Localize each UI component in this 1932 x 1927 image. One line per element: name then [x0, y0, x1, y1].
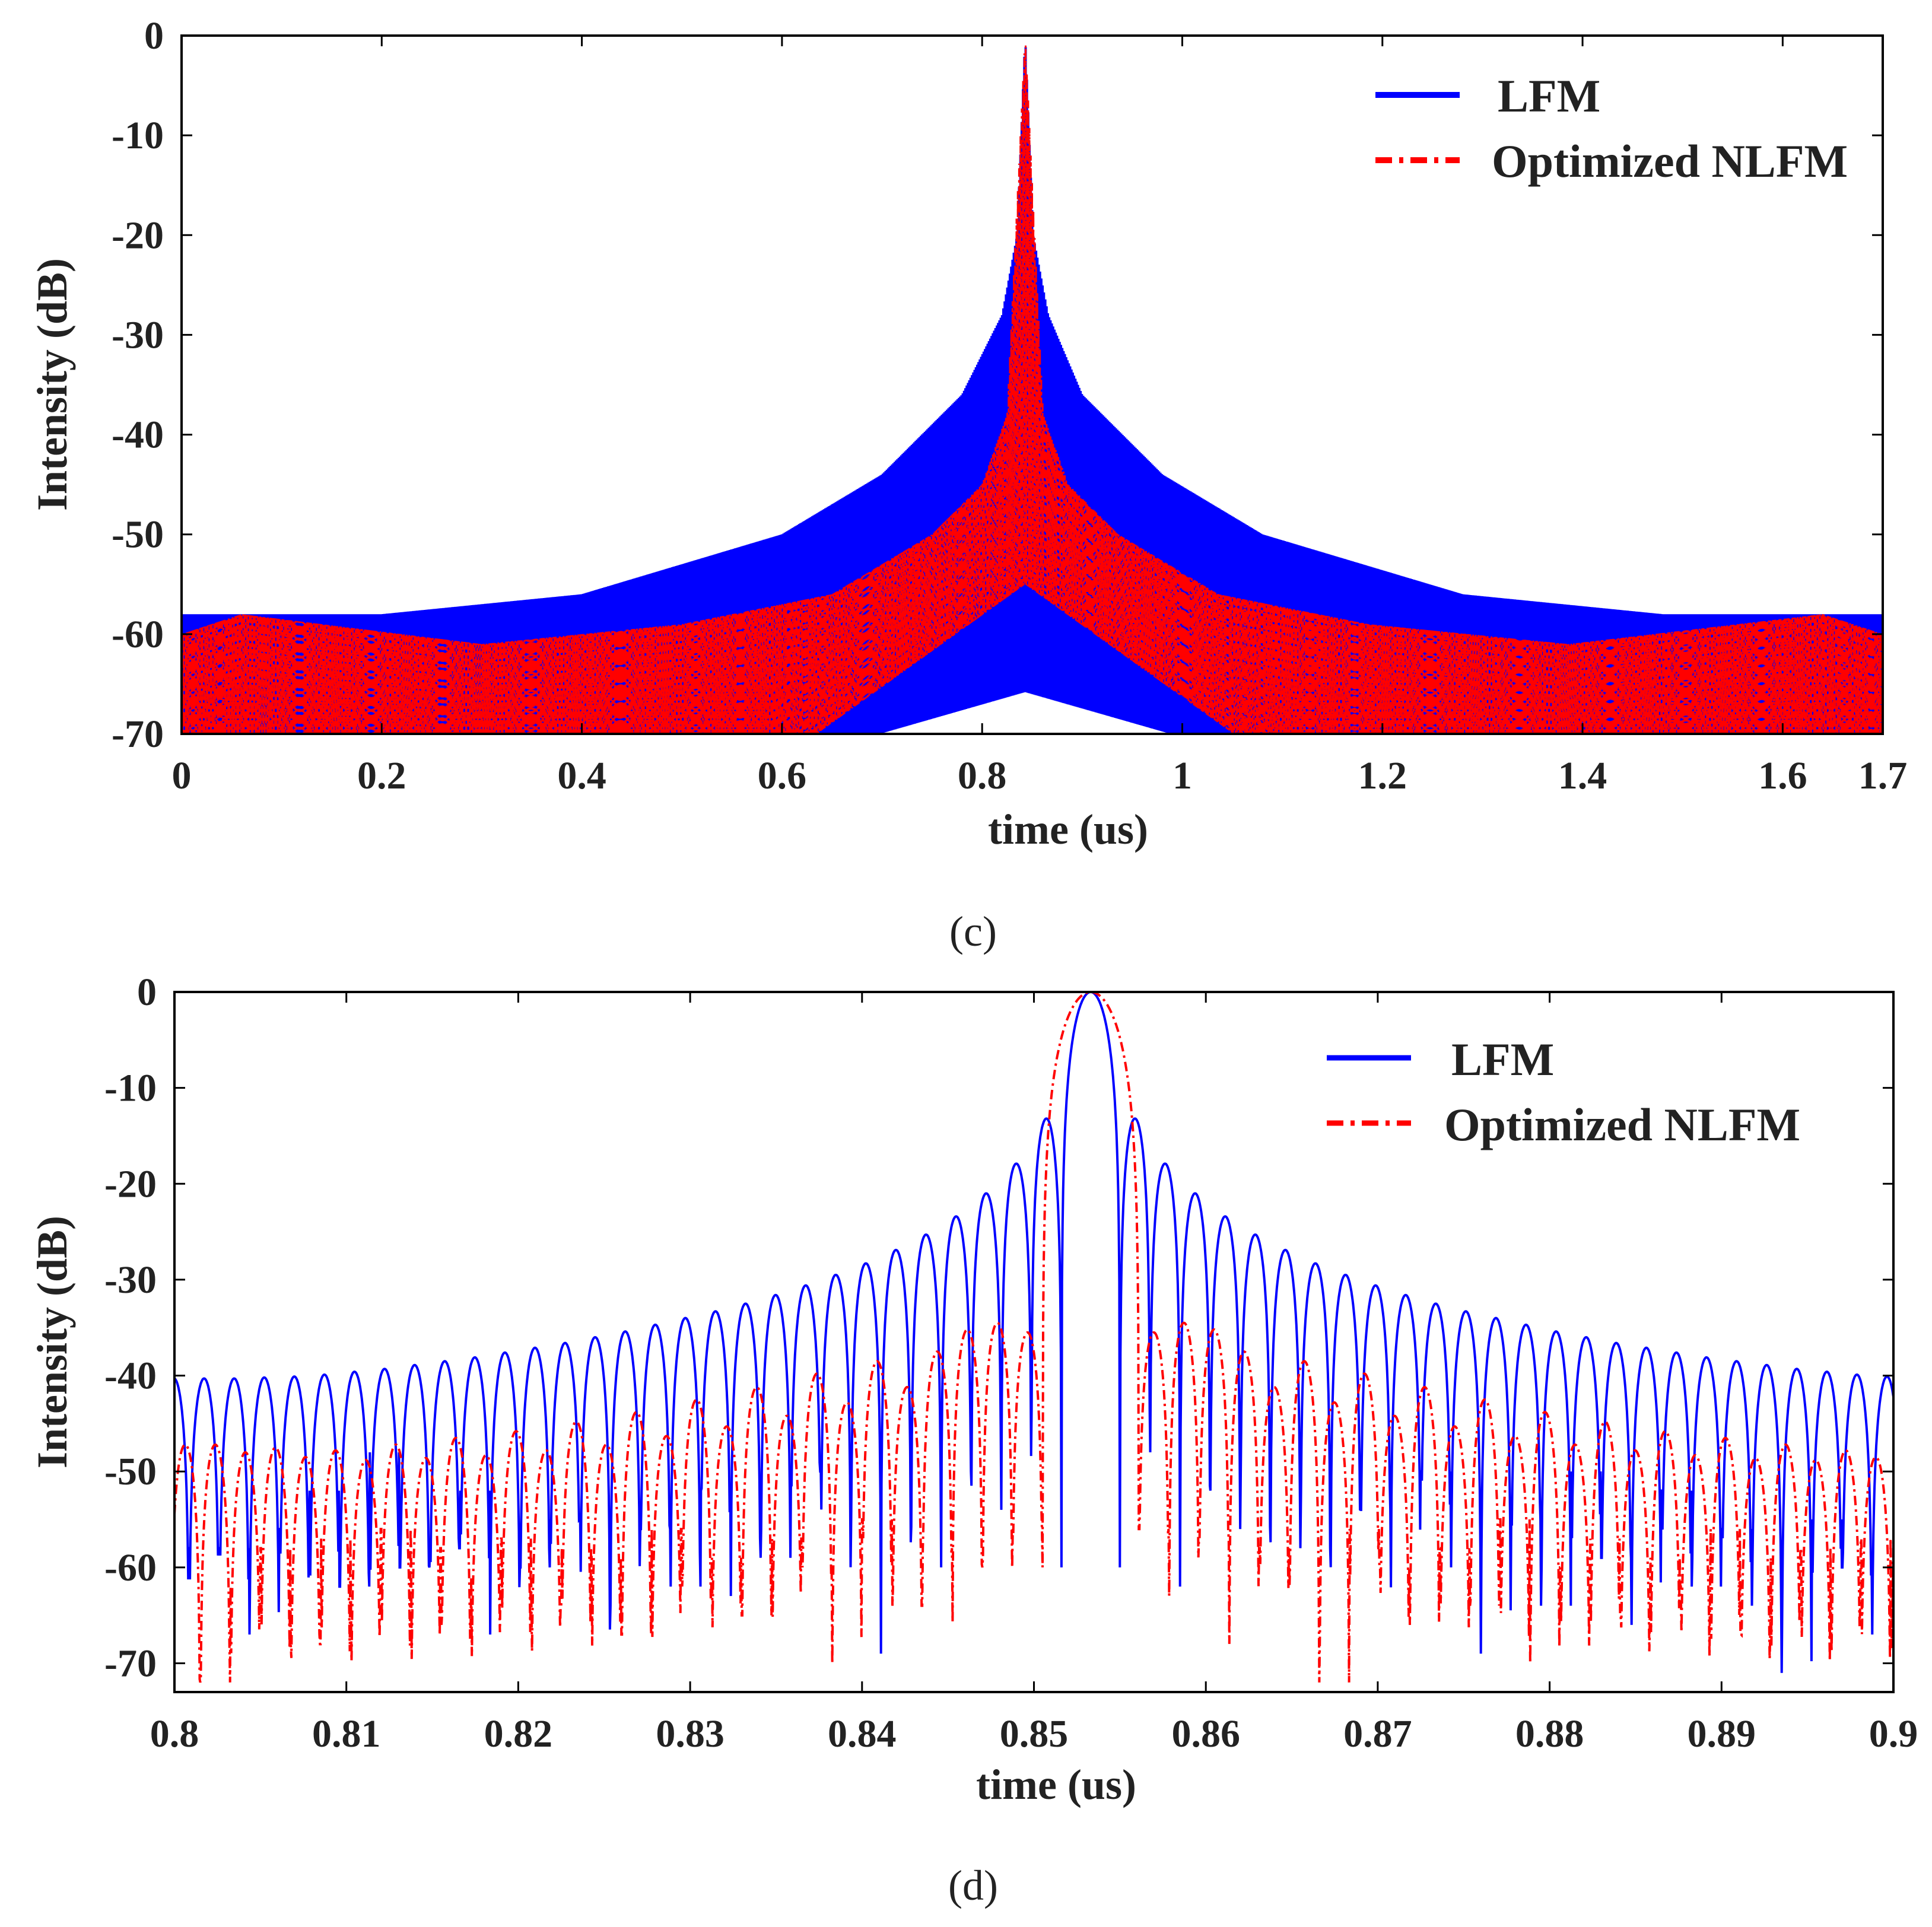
panel-d-ytick-label: -40	[104, 1354, 157, 1398]
panel-d-series-lfm	[174, 992, 1893, 1673]
panel-c-xtick-label: 1.2	[1358, 754, 1407, 797]
panel-d-series-nlfm	[174, 992, 1893, 1683]
panel-d-ytick-label: 0	[137, 971, 157, 1014]
panel-c-xtick-label: 1	[1172, 754, 1192, 797]
panel-d-ytick-label: -10	[104, 1067, 157, 1110]
panel-d-xtick-label: 0.88	[1515, 1712, 1584, 1756]
panel-c-ytick-label: -20	[112, 214, 164, 257]
panel-d-ytick-label: -30	[104, 1258, 157, 1302]
panel-d-xtick-label: 0.85	[1000, 1712, 1069, 1756]
panel-c-ytick-label: -50	[112, 513, 164, 557]
panel-c-legend-lfm-label: LFM	[1498, 70, 1600, 122]
panel-c-caption: (c)	[949, 908, 997, 955]
panel-c-ytick-label: -10	[112, 114, 164, 157]
panel-d-legend: LFM Optimized NLFM	[1327, 1034, 1800, 1150]
panel-c-xtick-label: 0.8	[958, 754, 1007, 797]
panel-d-ytick-label: -70	[104, 1642, 157, 1686]
panel-c-axes-frame	[180, 34, 1884, 735]
panel-c: 0 0.2 0.4 0.6 0.8 1 1.2 1.4 1.6 1.7 0 -10 -20 -30 -40 -…	[28, 14, 1907, 955]
panel-d-xtick-label: 0.89	[1688, 1712, 1756, 1756]
panel-c-xlabel: time (us)	[988, 806, 1148, 853]
panel-d-ytick-label: -20	[104, 1162, 157, 1206]
panel-c-xtick-label: 1.7	[1858, 754, 1908, 797]
panel-d-xtick-label: 0.84	[828, 1712, 897, 1756]
panel-c-ytick-label: -40	[112, 414, 164, 457]
panel-c-xtick-label: 0.2	[357, 754, 406, 797]
panel-d-ticks: 0.8 0.81 0.82 0.83 0.84 0.85 0.86 0.87 0.88 0.89 0…	[104, 971, 1918, 1756]
panel-c-xtick-label: 0	[172, 754, 192, 797]
panel-c-xtick-label: 0.6	[758, 754, 807, 797]
panel-d-xtick-label: 0.83	[656, 1712, 724, 1756]
panel-d-caption: (d)	[948, 1862, 998, 1909]
panel-d-xtick-label: 0.82	[484, 1712, 553, 1756]
panel-c-xtick-label: 0.4	[557, 754, 606, 797]
panel-c-ticks: 0 0.2 0.4 0.6 0.8 1 1.2 1.4 1.6 1.7 0 -10 -20 -30 -40 -…	[112, 14, 1907, 797]
panel-d-series	[174, 992, 1893, 1683]
panel-d: 0.8 0.81 0.82 0.83 0.84 0.85 0.86 0.87 0.88 0.89 0…	[28, 971, 1918, 1909]
panel-c-series-nlfm	[182, 45, 1883, 734]
panel-c-series	[182, 45, 1883, 734]
panel-d-axes-frame	[173, 991, 1895, 1693]
panel-c-ytick-label: -60	[112, 613, 164, 656]
panel-c-xtick-label: 1.4	[1558, 754, 1607, 797]
panel-c-xtick-label: 1.6	[1758, 754, 1807, 797]
panel-c-ytick-label: -30	[112, 313, 164, 357]
panel-d-xtick-label: 0.87	[1343, 1712, 1412, 1756]
panel-d-xlabel: time (us)	[976, 1761, 1136, 1808]
panel-d-legend-nlfm-label: Optimized NLFM	[1444, 1099, 1800, 1150]
panel-d-xtick-label: 0.86	[1171, 1712, 1240, 1756]
panel-c-ytick-label: 0	[144, 14, 164, 58]
panel-d-xtick-label: 0.8	[150, 1712, 199, 1756]
panel-c-ytick-label: -70	[112, 713, 164, 756]
panel-d-xtick-label: 0.81	[312, 1712, 381, 1756]
panel-c-legend: LFM Optimized NLFM	[1375, 70, 1848, 187]
panel-c-legend-nlfm-label: Optimized NLFM	[1492, 135, 1848, 187]
panel-c-ylabel: Intensity (dB)	[28, 258, 76, 511]
panel-d-xtick-label: 0.9	[1869, 1712, 1918, 1756]
panel-d-ytick-label: -50	[104, 1450, 157, 1493]
panel-d-ytick-label: -60	[104, 1546, 157, 1589]
panel-d-legend-lfm-label: LFM	[1451, 1034, 1554, 1085]
panel-d-ylabel: Intensity (dB)	[28, 1216, 76, 1468]
